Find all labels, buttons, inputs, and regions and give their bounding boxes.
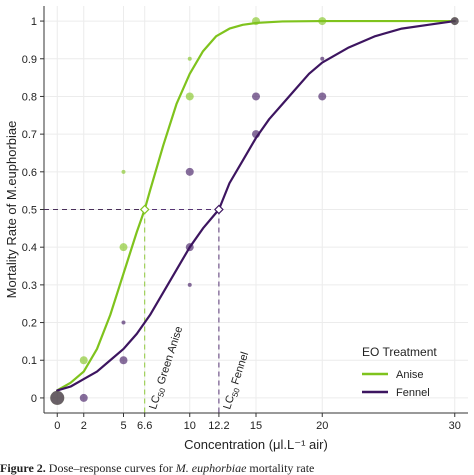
data-point-fennel bbox=[450, 17, 459, 26]
data-point-fennel bbox=[252, 130, 260, 139]
curve-fennel bbox=[56, 19, 456, 392]
legend-label: Anise bbox=[396, 369, 424, 381]
lc50-marker bbox=[214, 204, 224, 215]
data-point-fennel bbox=[121, 320, 126, 325]
curves-layer bbox=[56, 19, 456, 392]
caption-text-a: Dose–response curves for bbox=[45, 462, 176, 475]
y-tick-label: 0.2 bbox=[22, 318, 37, 330]
y-tick-label: 0.8 bbox=[22, 91, 37, 103]
x-tick-label: 2 bbox=[81, 420, 87, 432]
x-tick-label: 15 bbox=[250, 420, 262, 432]
x-tick-label: 30 bbox=[449, 420, 461, 432]
lc50-label-sub: 50 bbox=[156, 386, 167, 398]
x-tick-label: 20 bbox=[316, 420, 328, 432]
x-axis-label: Concentration (μl.L⁻¹ air) bbox=[184, 437, 328, 452]
lc50-label-sub: 50 bbox=[230, 386, 241, 398]
y-tick-label: 0.7 bbox=[22, 129, 37, 141]
data-point-fennel bbox=[50, 390, 65, 405]
x-tick-label: 5 bbox=[120, 420, 126, 432]
y-tick-label: 0.3 bbox=[22, 280, 37, 292]
data-point-fennel bbox=[318, 92, 327, 101]
data-point-fennel bbox=[119, 356, 128, 365]
data-point-anise bbox=[318, 17, 327, 26]
y-tick-label: 0.9 bbox=[22, 54, 37, 66]
y-tick-label: 1 bbox=[31, 16, 37, 28]
data-point-fennel bbox=[187, 282, 192, 287]
caption-label: Figure 2. bbox=[0, 462, 46, 475]
x-tick-label: 10 bbox=[184, 420, 196, 432]
data-point-fennel bbox=[185, 167, 194, 176]
data-point-anise bbox=[187, 56, 192, 61]
lc50-guides-layer bbox=[44, 209, 220, 413]
legend-label: Fennel bbox=[396, 387, 430, 399]
legend: EO Treatment Anise Fennel bbox=[362, 345, 437, 399]
lc50-label-main: LC bbox=[147, 394, 163, 411]
y-axis-label: Mortality Rate of M.euphorbiae bbox=[4, 121, 19, 299]
data-point-fennel bbox=[185, 243, 194, 252]
data-point-anise bbox=[119, 243, 128, 252]
data-point-anise bbox=[252, 17, 260, 26]
legend-title: EO Treatment bbox=[362, 345, 437, 359]
x-tick-label: 0 bbox=[54, 420, 60, 432]
x-tick-label: 6.6 bbox=[137, 420, 152, 432]
figure-caption: Figure 2. Dose–response curves for M. eu… bbox=[0, 462, 474, 475]
y-tick-label: 0.4 bbox=[22, 242, 37, 254]
points-layer bbox=[50, 17, 459, 405]
y-tick-label: 0.6 bbox=[22, 167, 37, 179]
data-point-fennel bbox=[320, 56, 325, 61]
caption-text-c: mortality rate bbox=[246, 462, 315, 475]
y-tick-label: 0 bbox=[31, 393, 37, 405]
lc50-label-main: LC bbox=[221, 394, 237, 411]
data-point-fennel bbox=[252, 92, 260, 101]
curve-anise bbox=[56, 19, 456, 392]
data-point-anise bbox=[185, 92, 194, 101]
data-point-anise bbox=[79, 356, 88, 365]
x-tick-label: 12.2 bbox=[208, 420, 229, 432]
data-point-fennel bbox=[79, 393, 88, 402]
data-point-anise bbox=[121, 169, 126, 174]
y-tick-label: 0.5 bbox=[22, 205, 37, 217]
caption-species: M. euphorbiae bbox=[175, 462, 247, 475]
y-tick-label: 0.1 bbox=[22, 355, 37, 367]
lc50-marker bbox=[139, 204, 150, 215]
